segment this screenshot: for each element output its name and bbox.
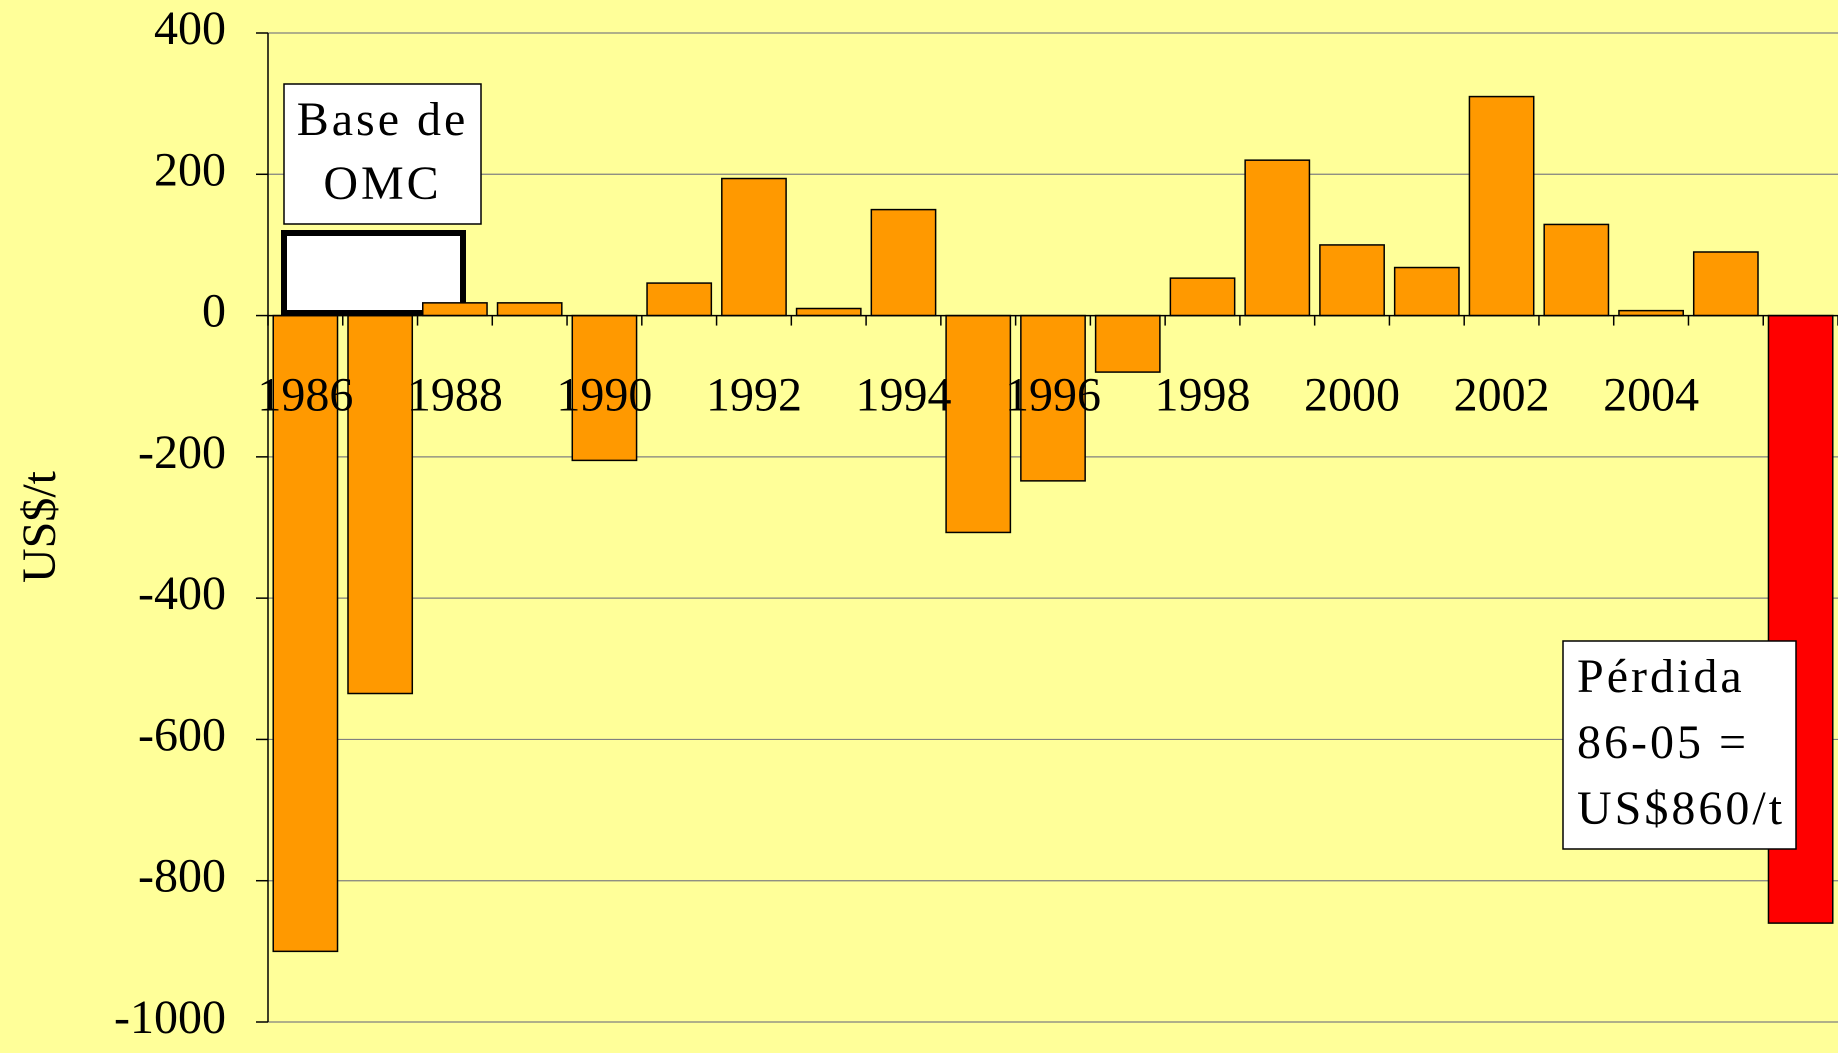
y-tick-label: -200 <box>138 426 226 479</box>
x-tick-label: 1990 <box>556 369 652 422</box>
highlight-frame <box>281 230 466 316</box>
y-tick-label: 400 <box>154 2 226 55</box>
y-tick-label: -600 <box>138 708 226 761</box>
bar <box>422 302 488 317</box>
bar <box>571 314 638 462</box>
bar <box>1169 277 1236 317</box>
y-tick-label: 0 <box>202 285 226 338</box>
annotation-box <box>283 83 482 225</box>
annotation-text: US$860/t <box>1577 782 1785 835</box>
annotation-text: OMC <box>323 157 441 210</box>
x-tick-label: 1998 <box>1155 369 1251 422</box>
y-tick-label: -800 <box>138 850 226 903</box>
annotation-text: Base de <box>297 93 469 146</box>
x-tick-label: 1992 <box>706 369 802 422</box>
x-tick-label: 1996 <box>1005 369 1101 422</box>
bar <box>1020 314 1086 482</box>
y-tick-label: -400 <box>138 567 226 620</box>
bar <box>1244 159 1311 317</box>
x-tick-label: 2002 <box>1454 369 1550 422</box>
bar <box>1468 95 1535 317</box>
bar <box>272 314 339 953</box>
annotation-text: 86-05 = <box>1577 716 1749 769</box>
bar <box>1319 244 1385 317</box>
x-tick-label: 2000 <box>1304 369 1400 422</box>
y-axis-label: US$/t <box>13 470 66 583</box>
bar <box>870 208 937 317</box>
bar <box>1692 251 1759 317</box>
bar <box>795 307 862 317</box>
bar <box>646 282 713 317</box>
bar <box>496 302 563 317</box>
bar <box>945 314 1012 534</box>
y-tick-label: 200 <box>154 143 226 196</box>
annotation-text: Pérdida <box>1577 650 1745 703</box>
bar <box>721 177 787 317</box>
x-tick-label: 1994 <box>855 369 951 422</box>
annotation-box <box>1562 640 1797 850</box>
bar <box>1543 223 1610 317</box>
x-tick-label: 1986 <box>257 369 353 422</box>
bar <box>1094 314 1161 373</box>
bar <box>347 314 414 695</box>
bar <box>1393 266 1460 317</box>
y-tick-label: -1000 <box>114 991 226 1044</box>
x-tick-label: 2004 <box>1603 369 1699 422</box>
x-tick-label: 1988 <box>407 369 503 422</box>
